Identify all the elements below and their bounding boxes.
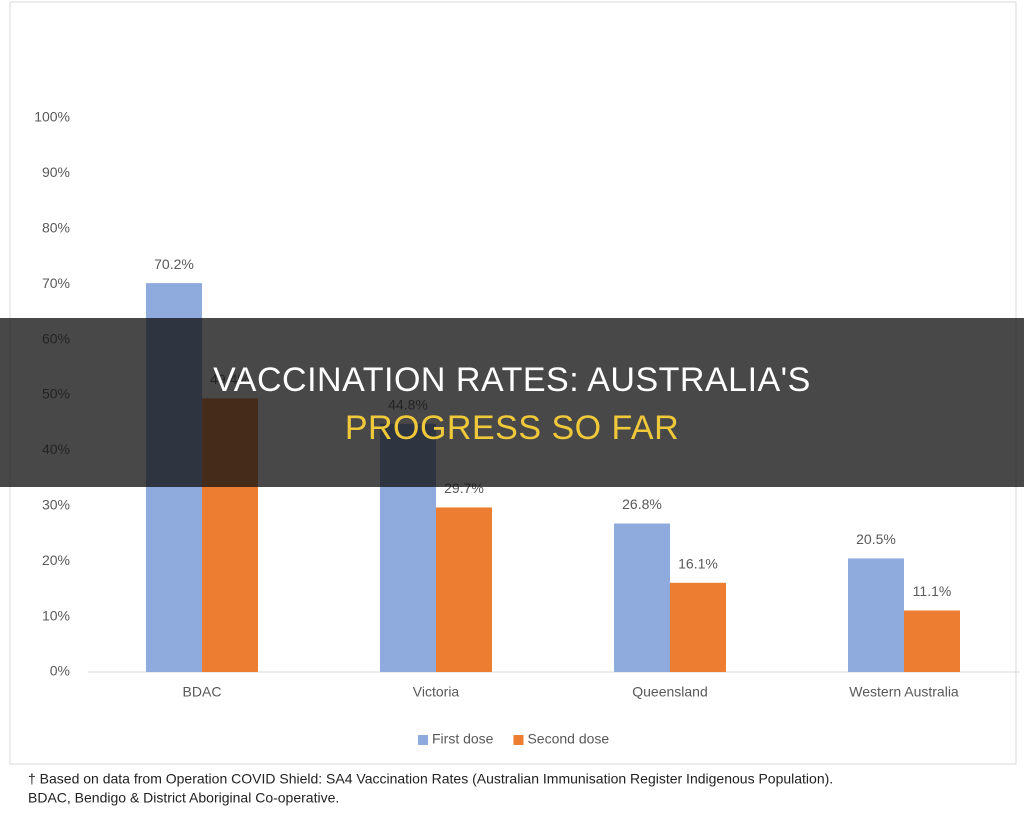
y-tick-label: 10% — [42, 607, 70, 623]
legend-label: Second dose — [527, 731, 609, 747]
value-label: 70.2% — [154, 256, 194, 272]
value-label: 11.1% — [913, 583, 952, 599]
bar — [848, 558, 904, 672]
footnote: BDAC, Bendigo & District Aboriginal Co-o… — [28, 790, 339, 806]
y-tick-label: 100% — [34, 109, 70, 125]
y-tick-label: 0% — [50, 663, 70, 679]
footnote: † Based on data from Operation COVID Shi… — [28, 771, 833, 787]
bar — [436, 507, 492, 672]
title: VACCINATION RATES: AUSTRALIA'S — [213, 361, 811, 399]
x-tick-label: Western Australia — [849, 684, 959, 700]
y-tick-label: 20% — [42, 552, 70, 568]
bar — [670, 582, 726, 672]
value-label: 20.5% — [856, 531, 896, 547]
bar — [614, 523, 670, 672]
x-tick-label: BDAC — [183, 684, 222, 700]
y-tick-label: 80% — [42, 220, 70, 236]
legend-swatch — [513, 735, 524, 745]
value-label: 26.8% — [622, 496, 662, 512]
y-tick-label: 90% — [42, 164, 70, 180]
x-tick-label: Victoria — [413, 684, 460, 700]
legend-swatch — [418, 735, 428, 745]
title-overlay: VACCINATION RATES: AUSTRALIA'S PROGRESS … — [0, 318, 1024, 487]
y-tick-label: 30% — [42, 497, 70, 513]
value-label: 16.1% — [678, 556, 718, 572]
bar — [904, 610, 960, 672]
y-tick-label: 70% — [42, 275, 70, 291]
legend-label: First dose — [432, 731, 494, 747]
x-tick-label: Queensland — [632, 684, 708, 700]
title: PROGRESS SO FAR — [344, 409, 680, 447]
